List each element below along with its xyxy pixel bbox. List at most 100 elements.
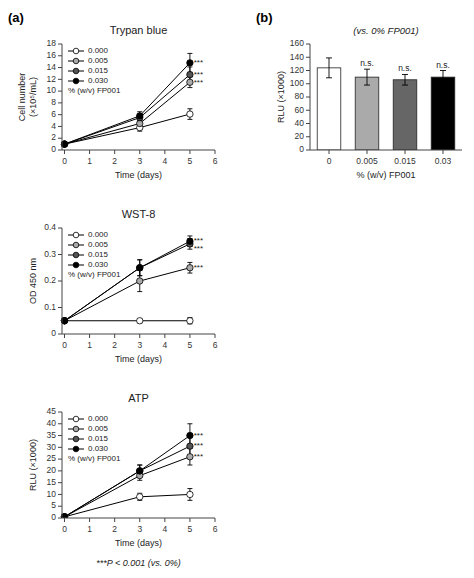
y-tick — [58, 44, 62, 45]
y-tick-label: 8 — [51, 97, 56, 107]
x-axis-line — [62, 334, 215, 335]
legend-label: 0.030 — [88, 260, 109, 269]
series-line — [65, 82, 190, 144]
marker — [187, 454, 193, 460]
bar — [393, 80, 417, 150]
annotation: *** — [194, 431, 203, 440]
x-tick — [189, 334, 190, 338]
y-tick-label: 10 — [47, 489, 57, 499]
legend-swatch — [73, 252, 79, 258]
series-line — [65, 63, 190, 144]
error-bar-cap — [187, 119, 192, 120]
panel-1: WST-800.10.20.30.4OD 450 nm0123456******… — [28, 208, 218, 364]
legend-swatch — [73, 262, 79, 268]
x-tick — [405, 150, 406, 154]
x-tick — [139, 150, 140, 154]
marker — [187, 238, 193, 244]
x-tick — [215, 518, 216, 522]
annotation: *** — [194, 78, 203, 87]
x-tick-label: 1 — [87, 156, 92, 166]
x-tick — [139, 334, 140, 338]
panel-label: (b) — [256, 10, 273, 25]
y-tick — [58, 494, 62, 495]
y-tick — [306, 97, 310, 98]
y-axis-line — [62, 44, 63, 150]
y-tick — [58, 482, 62, 483]
x-tick-label: 6 — [213, 524, 218, 534]
error-bar — [187, 236, 192, 247]
y-tick-label: 4 — [51, 121, 56, 131]
error-bar-cap — [187, 53, 192, 54]
error-bar-cap — [187, 262, 192, 263]
panel-label: (a) — [8, 10, 24, 25]
marker — [137, 468, 143, 474]
error-bar — [326, 58, 332, 78]
y-tick-label: 0.3 — [44, 249, 56, 259]
x-tick — [64, 334, 65, 338]
error-bar-cap — [137, 291, 142, 292]
legend-title: % (w/v) FP001 — [68, 454, 121, 463]
error-bar-cap — [137, 465, 142, 466]
error-bar-cap — [187, 249, 192, 250]
x-tick — [164, 334, 165, 338]
error-bar-cap — [137, 465, 142, 466]
y-tick-label: 30 — [47, 442, 57, 452]
y-axis-label: OD 450 nm — [28, 258, 38, 304]
y-axis-label-line: RLU (×1000) — [276, 71, 286, 123]
figure: (a)Trypan blue024681012141618Cell number… — [0, 0, 474, 578]
y-tick-label: 25 — [47, 453, 57, 463]
panel-0: (a)Trypan blue024681012141618Cell number… — [8, 10, 218, 180]
y-tick-label: 40 — [47, 418, 57, 428]
x-axis-label: Time (days) — [115, 538, 162, 548]
plot-area — [61, 53, 193, 147]
y-tick — [58, 307, 62, 308]
x-tick — [443, 150, 444, 154]
legend-swatch — [73, 58, 79, 64]
x-tick-label: 6 — [213, 340, 218, 350]
y-tick-label: 20 — [47, 465, 57, 475]
y-tick — [58, 423, 62, 424]
error-bar — [187, 239, 192, 250]
y-tick-label: 35 — [47, 430, 57, 440]
x-tick-label: 5 — [188, 340, 193, 350]
legend-label: 0.000 — [88, 46, 109, 55]
y-tick — [58, 334, 62, 335]
y-tick — [58, 138, 62, 139]
error-bar-cap — [187, 108, 192, 109]
error-bar-cap — [364, 69, 370, 70]
annotation: *** — [194, 441, 203, 450]
y-tick-label: 18 — [47, 38, 57, 48]
annotation: n.s. — [398, 63, 412, 73]
error-bar — [187, 53, 192, 72]
error-bar — [137, 112, 142, 120]
x-tick — [89, 518, 90, 522]
marker — [137, 120, 143, 126]
error-bar-stem — [443, 71, 444, 84]
marker — [137, 278, 143, 284]
marker — [187, 443, 193, 449]
y-tick — [58, 228, 62, 229]
y-tick — [58, 91, 62, 92]
y-axis-line — [62, 228, 63, 334]
x-tick — [89, 334, 90, 338]
x-tick — [114, 150, 115, 154]
x-tick — [64, 518, 65, 522]
y-tick-label: 0 — [51, 144, 56, 154]
annotation: *** — [194, 452, 203, 461]
y-tick — [306, 57, 310, 58]
y-tick-label: 14 — [47, 62, 57, 72]
x-axis-label: Time (days) — [115, 170, 162, 180]
y-tick — [58, 150, 62, 151]
x-tick — [114, 518, 115, 522]
y-tick — [306, 123, 310, 124]
annotation: *** — [194, 58, 203, 67]
marker — [187, 491, 193, 497]
y-tick-label: 5 — [51, 500, 56, 510]
error-bar-cap — [440, 83, 446, 84]
annotation: *** — [194, 263, 203, 272]
error-bar-cap — [187, 488, 192, 489]
x-tick-label: 3 — [137, 340, 142, 350]
plot-area — [61, 424, 193, 518]
y-axis-label-line: OD 450 nm — [28, 258, 38, 304]
series-line — [65, 446, 190, 517]
